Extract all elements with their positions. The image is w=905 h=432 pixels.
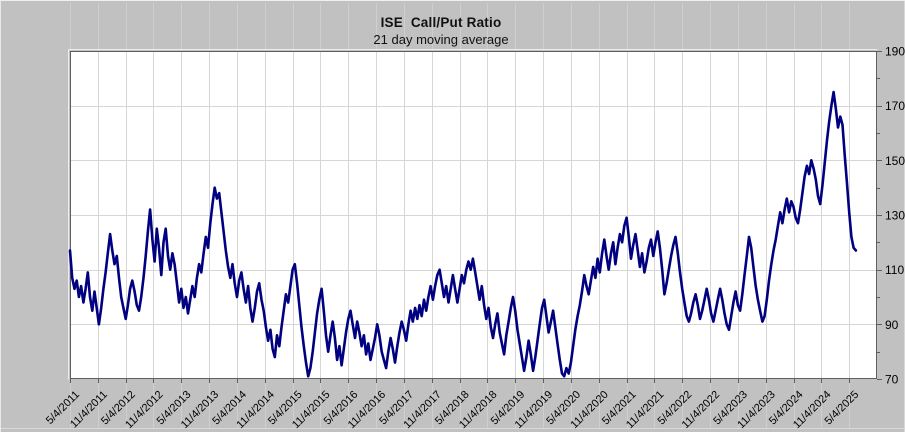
y-tick-label: 190 [885, 45, 905, 59]
y-tick-label: 170 [885, 99, 905, 113]
y-tick-label: 150 [885, 154, 905, 168]
series-line [68, 90, 858, 378]
chart-subtitle: 21 day moving average [373, 32, 509, 47]
y-tick-label: 110 [885, 263, 904, 277]
y-tick-label: 70 [885, 373, 899, 387]
y-tick-label: 130 [885, 209, 905, 223]
y-tick-label: 90 [885, 318, 899, 332]
chart-title: ISE Call/Put Ratio [380, 15, 502, 30]
plot-border [70, 51, 877, 379]
